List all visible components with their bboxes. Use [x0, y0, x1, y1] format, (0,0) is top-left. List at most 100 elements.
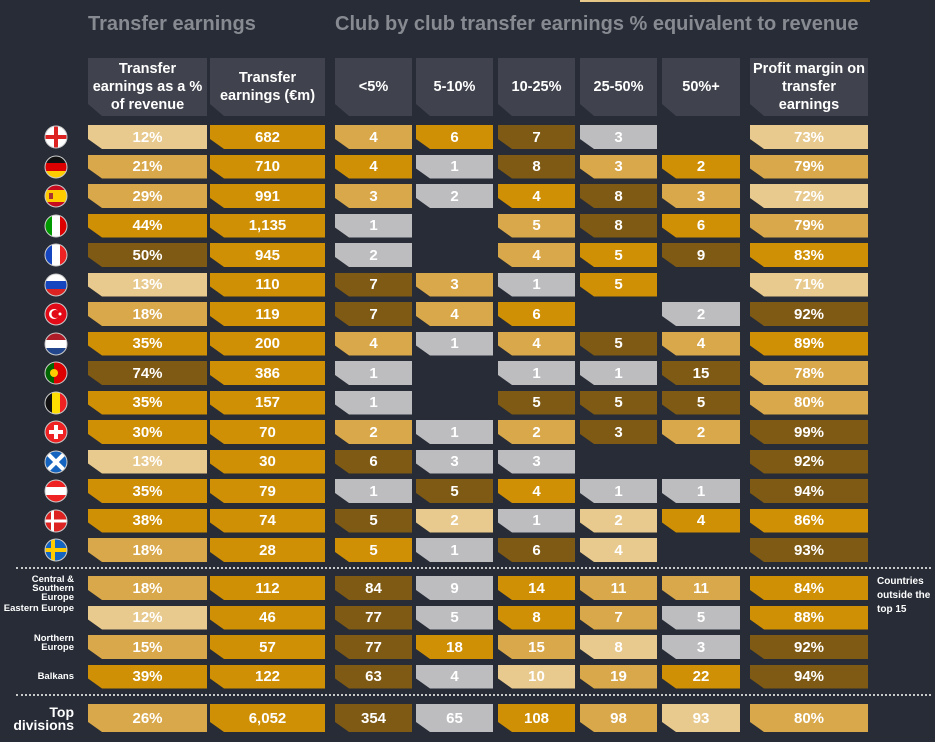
country-cell: 4	[662, 509, 740, 533]
country-cell: 6	[498, 538, 575, 562]
country-cell: 157	[210, 391, 325, 415]
column-header: Profit margin on transfer earnings	[750, 58, 868, 116]
country-cell: 119	[210, 302, 325, 326]
region-label: Northern Europe	[33, 632, 74, 653]
country-cell: 3	[416, 450, 493, 474]
country-cell: 94%	[750, 479, 868, 503]
switzerland-flag-icon	[44, 420, 68, 444]
portugal-flag-icon	[44, 361, 68, 385]
total-cell: 65	[416, 704, 493, 732]
country-cell: 1	[335, 361, 412, 385]
country-cell: 89%	[750, 332, 868, 356]
country-cell: 5	[335, 538, 412, 562]
country-cell: 30%	[88, 420, 207, 444]
country-cell: 1	[498, 509, 575, 533]
total-cell: 98	[580, 704, 657, 732]
country-cell: 200	[210, 332, 325, 356]
country-cell: 5	[580, 391, 657, 415]
country-cell: 6	[416, 125, 493, 149]
region-cell: 11	[662, 576, 740, 600]
country-cell: 2	[662, 302, 740, 326]
region-cell: 8	[580, 635, 657, 659]
sweden-flag-icon	[44, 538, 68, 562]
italy-flag-icon	[44, 214, 68, 238]
region-cell: 112	[210, 576, 325, 600]
country-cell: 35%	[88, 479, 207, 503]
country-cell: 5	[580, 273, 657, 297]
region-cell: 15%	[88, 635, 207, 659]
country-cell: 1,135	[210, 214, 325, 238]
country-cell: 5	[580, 332, 657, 356]
section-title-club-by-club: Club by club transfer earnings % equival…	[335, 13, 859, 35]
country-cell: 8	[580, 214, 657, 238]
column-header: 10-25%	[498, 58, 575, 116]
country-cell: 13%	[88, 450, 207, 474]
region-cell: 9	[416, 576, 493, 600]
regions-note: Countries outside the top 15	[877, 576, 931, 615]
region-cell: 3	[662, 635, 740, 659]
country-cell: 710	[210, 155, 325, 179]
country-cell: 71%	[750, 273, 868, 297]
country-cell: 12%	[88, 125, 207, 149]
country-cell: 1	[580, 479, 657, 503]
country-cell: 79%	[750, 214, 868, 238]
country-cell: 2	[416, 509, 493, 533]
country-cell: 6	[335, 450, 412, 474]
region-cell: 18%	[88, 576, 207, 600]
region-cell: 46	[210, 606, 325, 630]
country-cell: 7	[498, 125, 575, 149]
country-cell: 15	[662, 361, 740, 385]
country-cell: 1	[416, 538, 493, 562]
country-cell: 3	[662, 184, 740, 208]
region-cell: 39%	[88, 665, 207, 689]
country-cell: 21%	[88, 155, 207, 179]
country-cell: 5	[662, 391, 740, 415]
france-flag-icon	[44, 243, 68, 267]
country-cell: 1	[498, 361, 575, 385]
region-cell: 18	[416, 635, 493, 659]
country-cell: 1	[416, 155, 493, 179]
country-cell: 74%	[88, 361, 207, 385]
country-cell: 1	[662, 479, 740, 503]
country-cell: 13%	[88, 273, 207, 297]
country-cell: 4	[580, 538, 657, 562]
country-cell: 1	[335, 391, 412, 415]
country-cell: 74	[210, 509, 325, 533]
divider	[16, 567, 931, 569]
netherlands-flag-icon	[44, 332, 68, 356]
divider	[16, 694, 931, 696]
country-cell: 50%	[88, 243, 207, 267]
country-cell: 93%	[750, 538, 868, 562]
country-cell: 18%	[88, 302, 207, 326]
country-cell: 35%	[88, 332, 207, 356]
country-cell: 1	[416, 332, 493, 356]
country-cell: 38%	[88, 509, 207, 533]
region-cell: 5	[662, 606, 740, 630]
region-cell: 92%	[750, 635, 868, 659]
country-cell: 30	[210, 450, 325, 474]
region-cell: 84	[335, 576, 412, 600]
country-cell: 2	[662, 420, 740, 444]
country-cell: 83%	[750, 243, 868, 267]
country-cell: 9	[662, 243, 740, 267]
country-cell: 86%	[750, 509, 868, 533]
country-cell: 80%	[750, 391, 868, 415]
country-cell: 1	[335, 479, 412, 503]
total-cell: 6,052	[210, 704, 325, 732]
region-cell: 22	[662, 665, 740, 689]
country-cell: 5	[335, 509, 412, 533]
turkey-flag-icon	[44, 302, 68, 326]
country-cell: 991	[210, 184, 325, 208]
country-cell: 6	[662, 214, 740, 238]
region-cell: 15	[498, 635, 575, 659]
region-label: Central & Southern Europe	[31, 573, 74, 603]
column-header: Transfer earnings (€m)	[210, 58, 325, 116]
country-cell: 3	[498, 450, 575, 474]
austria-flag-icon	[44, 479, 68, 503]
country-cell: 5	[498, 391, 575, 415]
country-cell: 4	[335, 155, 412, 179]
column-header: 25-50%	[580, 58, 657, 116]
country-cell: 2	[662, 155, 740, 179]
country-cell: 5	[416, 479, 493, 503]
country-cell: 4	[335, 125, 412, 149]
